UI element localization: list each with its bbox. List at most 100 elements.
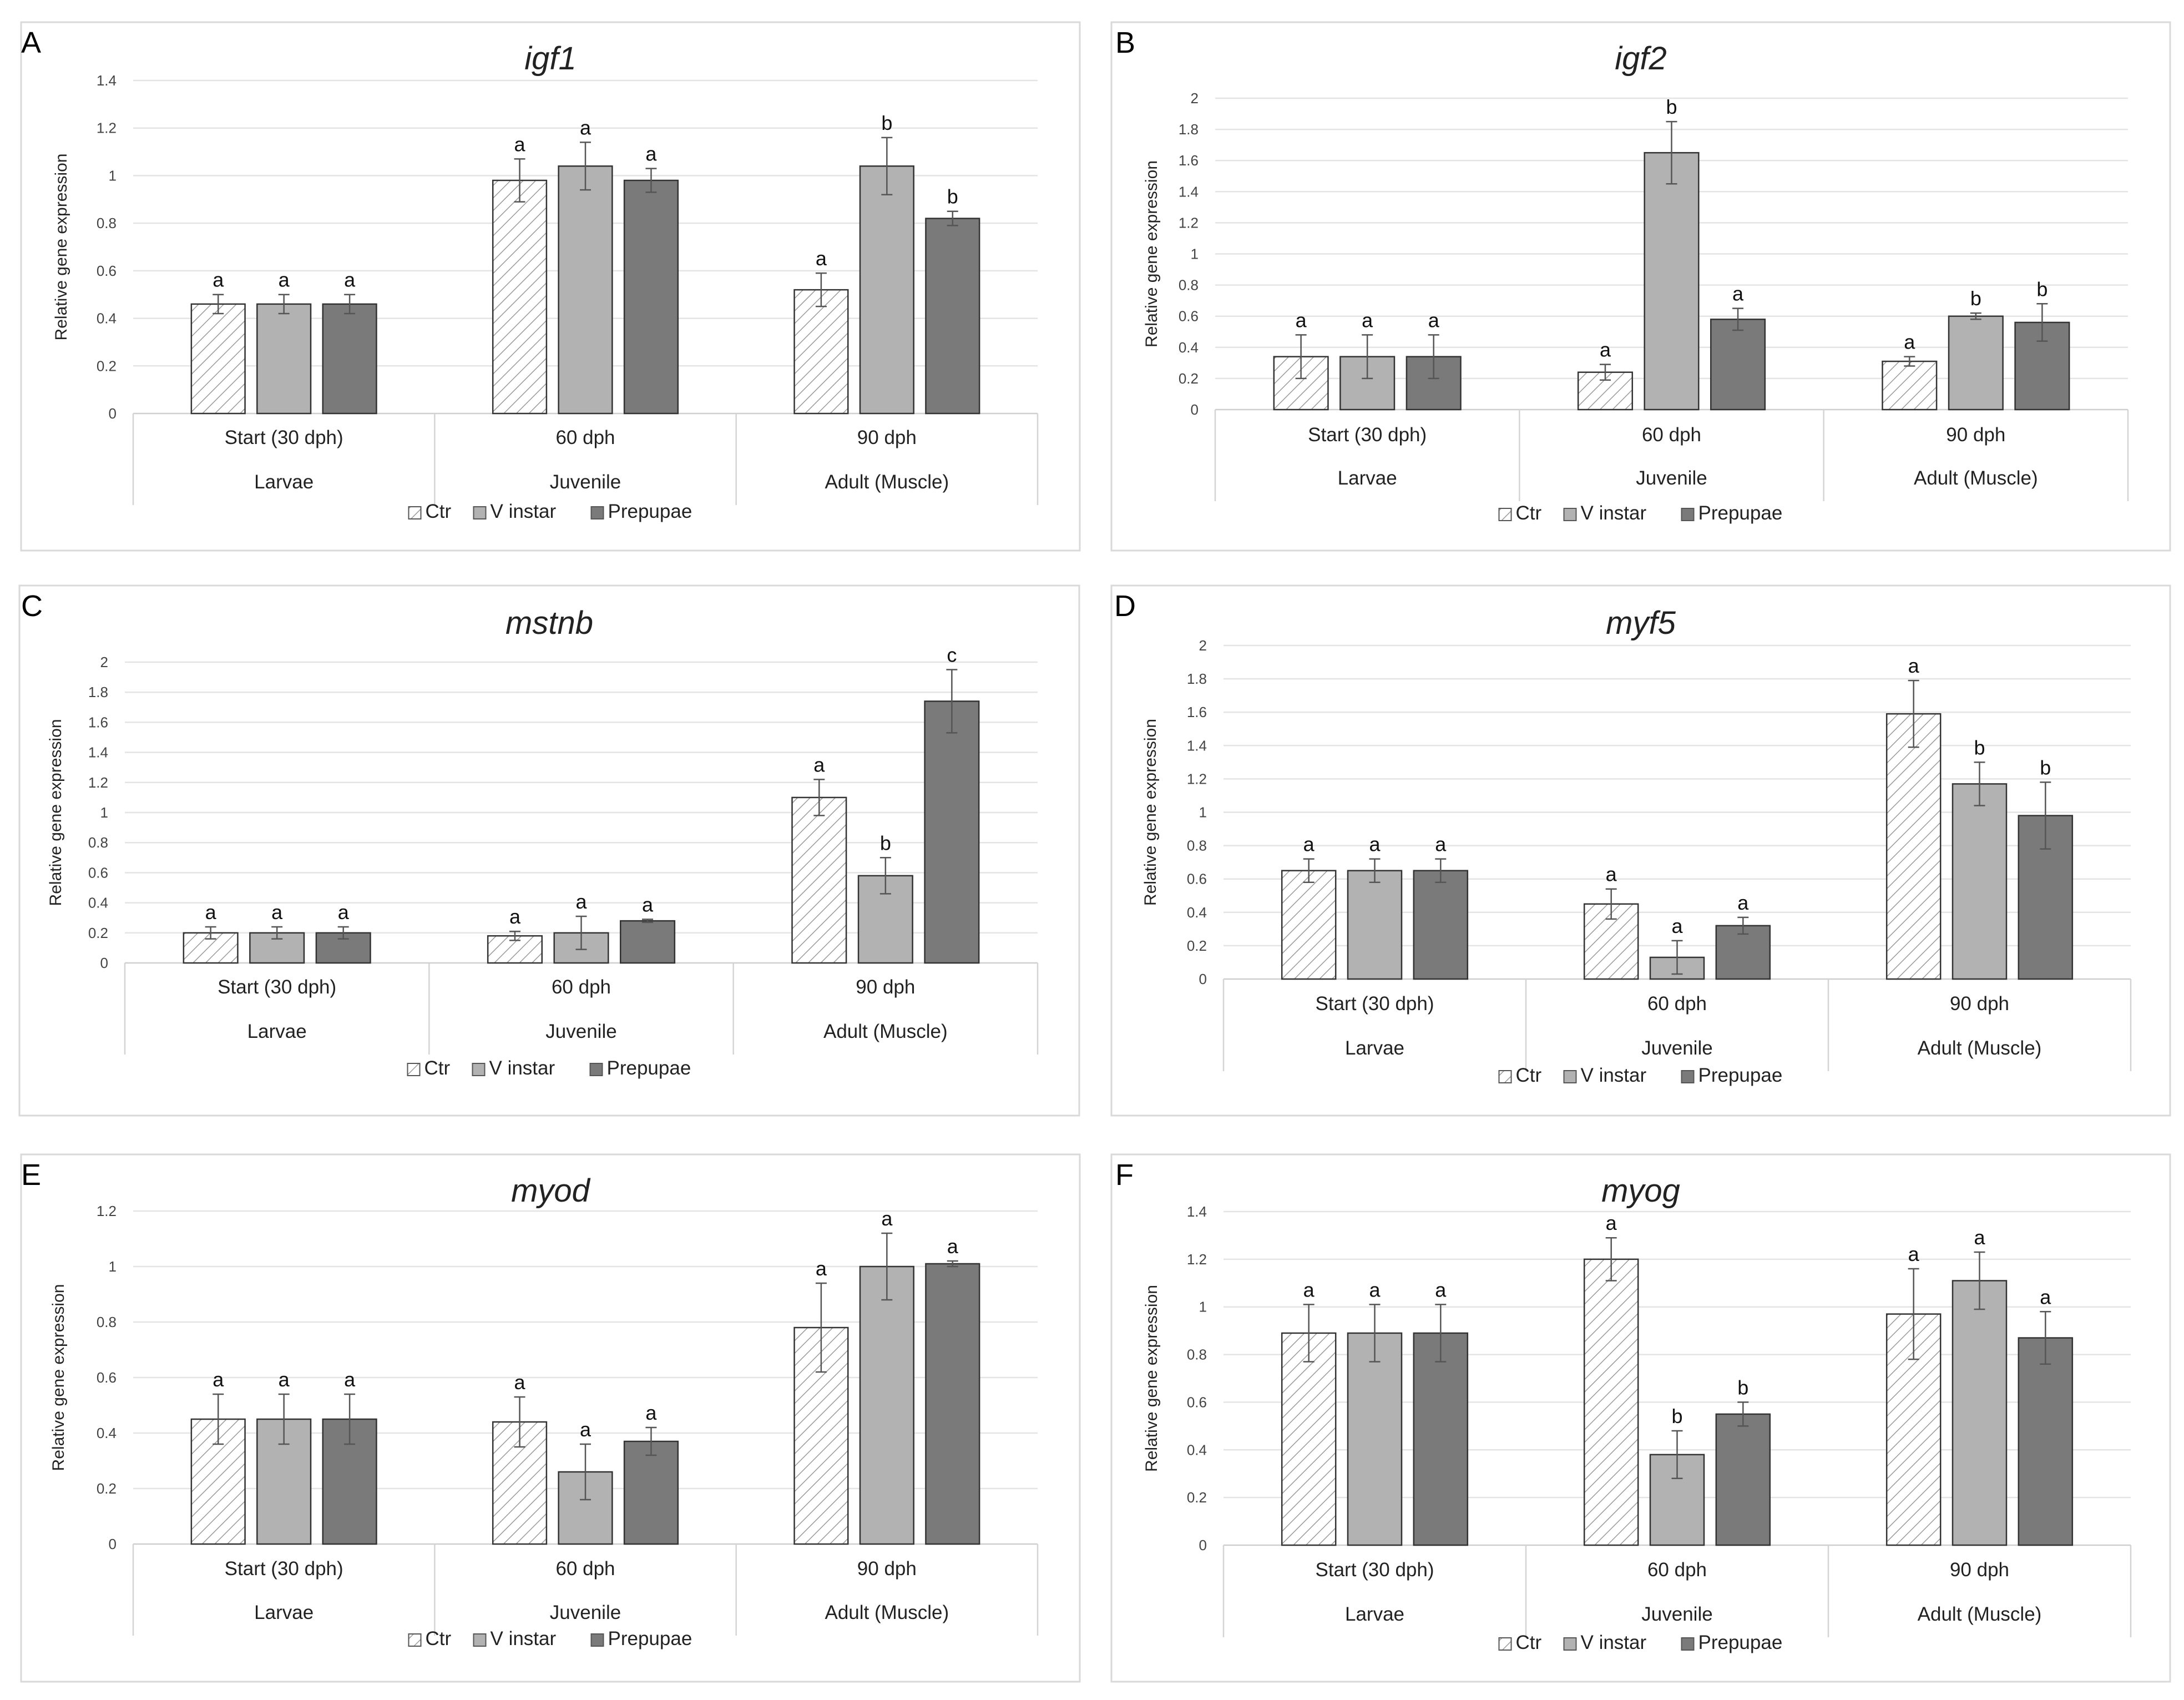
significance-label: a (338, 901, 350, 924)
legend-swatch-v-instar (1563, 1637, 1577, 1651)
y-tick-label: 2 (100, 654, 108, 670)
legend: Ctr V instar Prepupae (1498, 1065, 1782, 1086)
legend-label: Prepupae (607, 1057, 691, 1079)
y-tick-label: 0.2 (1187, 1489, 1207, 1506)
x-category-label: 60 dph (555, 1558, 615, 1580)
x-category-label: 60 dph (1647, 993, 1707, 1015)
y-tick-label: 1 (1199, 804, 1207, 821)
legend-swatch-v-instar (473, 506, 487, 519)
significance-label: a (279, 1368, 290, 1391)
significance-label: a (645, 143, 657, 165)
y-axis-label: Relative gene expression (1142, 1285, 1161, 1472)
panel-letter: C (21, 589, 43, 623)
y-tick-label: 0 (109, 1536, 117, 1552)
x-group-label: Adult (Muscle) (825, 1602, 949, 1623)
y-tick-label: 0.8 (88, 834, 108, 851)
legend-swatch-ctr (408, 506, 422, 519)
y-tick-label: 1 (100, 804, 108, 821)
significance-label: a (1296, 309, 1307, 331)
y-tick-label: 0.6 (97, 263, 117, 279)
significance-label: a (1303, 833, 1315, 856)
legend-swatch-prepupae (1681, 1070, 1695, 1083)
bar-prepupae (322, 303, 377, 415)
x-group-label: Larvae (247, 1021, 307, 1042)
y-tick-label: 0.2 (97, 357, 117, 374)
legend-label: Prepupae (608, 501, 692, 522)
y-tick-label: 1.2 (88, 774, 108, 791)
x-group-label: Larvae (1345, 1603, 1404, 1625)
significance-label: c (947, 644, 957, 667)
y-tick-label: 0.2 (1179, 370, 1199, 387)
bar-ctr (1882, 360, 1938, 411)
significance-label: a (1435, 833, 1447, 856)
legend-label: V instar (1581, 1632, 1647, 1653)
significance-label: a (816, 247, 827, 270)
x-group-label: Larvae (1338, 467, 1397, 489)
bar-prepupae (619, 920, 676, 964)
significance-label: a (213, 269, 224, 291)
y-tick-label: 1.6 (88, 714, 108, 730)
significance-label: a (580, 116, 592, 139)
significance-label: b (1671, 1405, 1682, 1427)
y-tick-label: 1.2 (1187, 770, 1207, 787)
y-tick-label: 0.6 (1179, 308, 1199, 325)
legend-swatch-prepupae (1681, 508, 1695, 521)
bar-ctr (492, 179, 548, 415)
significance-label: b (947, 185, 958, 208)
bar-v-instar (558, 165, 613, 415)
significance-label: a (1908, 1243, 1920, 1265)
legend-swatch-v-instar (473, 1633, 487, 1647)
x-group-label: Adult (Muscle) (823, 1021, 948, 1042)
x-category-label: 60 dph (552, 976, 611, 998)
legend: Ctr V instar Prepupae (407, 1057, 691, 1079)
x-category-label: Start (30 dph) (218, 976, 336, 998)
y-tick-label: 0.2 (88, 925, 108, 941)
panel-letter: E (21, 1158, 41, 1192)
legend-label: Ctr (1516, 1632, 1542, 1653)
significance-label: a (279, 269, 290, 291)
y-tick-label: 1 (1191, 246, 1199, 263)
y-tick-label: 1.2 (1187, 1251, 1207, 1268)
bar-prepupae (1413, 870, 1469, 980)
bar-prepupae (1715, 1413, 1771, 1546)
y-tick-label: 0.4 (88, 895, 108, 911)
y-tick-label: 1.4 (88, 744, 108, 761)
bar-ctr (190, 303, 246, 415)
significance-label: a (1362, 309, 1373, 331)
y-tick-label: 1.2 (1179, 214, 1199, 231)
significance-label: b (881, 112, 892, 134)
y-tick-label: 1.4 (97, 72, 117, 89)
y-tick-label: 1.2 (97, 120, 117, 137)
significance-label: a (1428, 309, 1440, 331)
bar-ctr (793, 289, 849, 415)
bar-ctr (1281, 870, 1337, 980)
y-tick-label: 0.6 (1187, 871, 1207, 887)
panel-letter: F (1115, 1158, 1134, 1192)
legend: Ctr V instar Prepupae (1498, 1632, 1782, 1653)
significance-label: a (1606, 1212, 1617, 1234)
legend-label: Ctr (424, 1057, 451, 1079)
y-axis-label: Relative gene expression (47, 719, 65, 906)
significance-label: b (880, 831, 891, 854)
x-category-label: Start (30 dph) (225, 427, 343, 448)
legend-label: V instar (491, 1628, 557, 1649)
legend-swatch-prepupae (590, 1633, 604, 1647)
y-tick-label: 0.4 (1187, 904, 1207, 921)
significance-label: a (344, 1368, 356, 1391)
panel-letter: B (1115, 26, 1135, 59)
x-group-label: Larvae (1345, 1037, 1404, 1059)
x-category-label: 90 dph (1950, 1559, 2009, 1581)
significance-label: a (1606, 863, 1617, 886)
significance-label: a (1671, 915, 1683, 937)
chart-title: myf5 (1606, 605, 1676, 641)
chart-title: myod (511, 1173, 591, 1209)
y-axis-label: Relative gene expression (1142, 160, 1161, 347)
significance-label: b (1970, 287, 1981, 310)
x-category-label: Start (30 dph) (225, 1558, 343, 1580)
y-tick-label: 0.4 (1179, 339, 1199, 356)
y-tick-label: 1.4 (1179, 183, 1199, 200)
y-tick-label: 0.4 (1187, 1441, 1207, 1458)
significance-label: a (813, 753, 825, 776)
